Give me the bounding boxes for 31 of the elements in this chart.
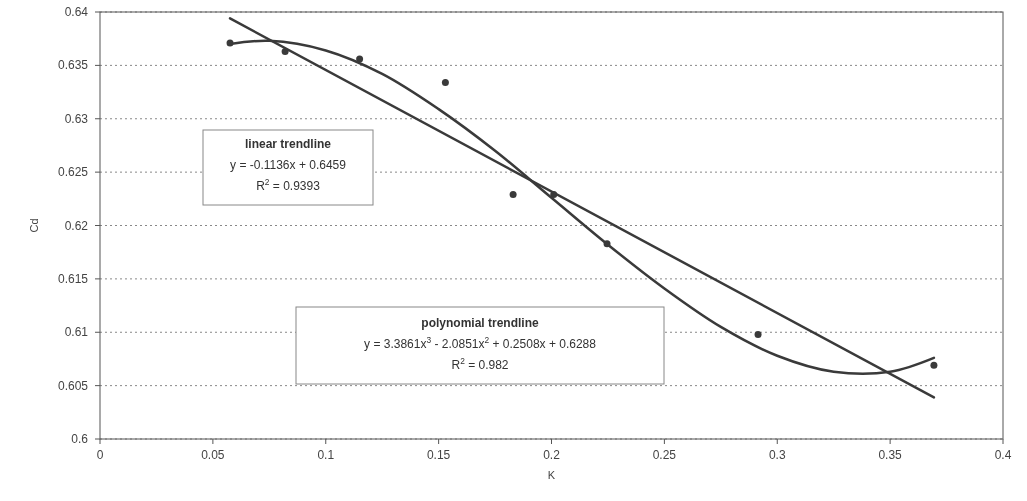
y-tick-label: 0.64 (64, 5, 89, 19)
annotation: R$^{2}$ = 0.982 (451, 356, 509, 372)
x-tick-label: 0.4 (994, 448, 1012, 462)
y-axis-title: Cd (28, 218, 40, 233)
x-tick-label: 0.15 (426, 448, 451, 462)
point (356, 55, 364, 63)
x-tick-label: 0.05 (201, 448, 225, 462)
x-tick-label: 0.25 (652, 448, 677, 462)
y-tick-label: 0.63 (64, 111, 89, 126)
annotation: linear trendline (244, 137, 332, 151)
x-tick-label: 0.3 (768, 448, 786, 462)
annotation: y = 3.3861x$^{3}$ - 2.0851x$^{2}$ + 0.2508x + 0.6288 (364, 335, 597, 351)
point (509, 191, 517, 199)
annotation: polynomial trendline (421, 316, 539, 330)
y-tick-label: 0.635 (57, 58, 89, 73)
y-tick-label: 0.6 (71, 432, 89, 446)
x-tick-label: 0.2 (543, 448, 561, 462)
annotation: R$^{2}$ = 0.9393 (256, 177, 321, 193)
y-tick-label: 0.61 (64, 325, 89, 340)
y-tick-label: 0.605 (57, 378, 89, 393)
x-tick-label: 0 (96, 448, 104, 462)
y-tick-label: 0.62 (64, 218, 89, 233)
x-tick-label: 0.35 (878, 448, 903, 462)
y-tick-label: 0.625 (57, 165, 89, 180)
point (754, 330, 762, 338)
annotation: y = -0.1136x + 0.6459 (230, 158, 347, 172)
x-axis-title: K (547, 469, 556, 481)
point (930, 361, 938, 369)
point (441, 78, 449, 86)
x-tick-label: 0.1 (317, 448, 335, 462)
y-tick-label: 0.615 (57, 271, 89, 286)
